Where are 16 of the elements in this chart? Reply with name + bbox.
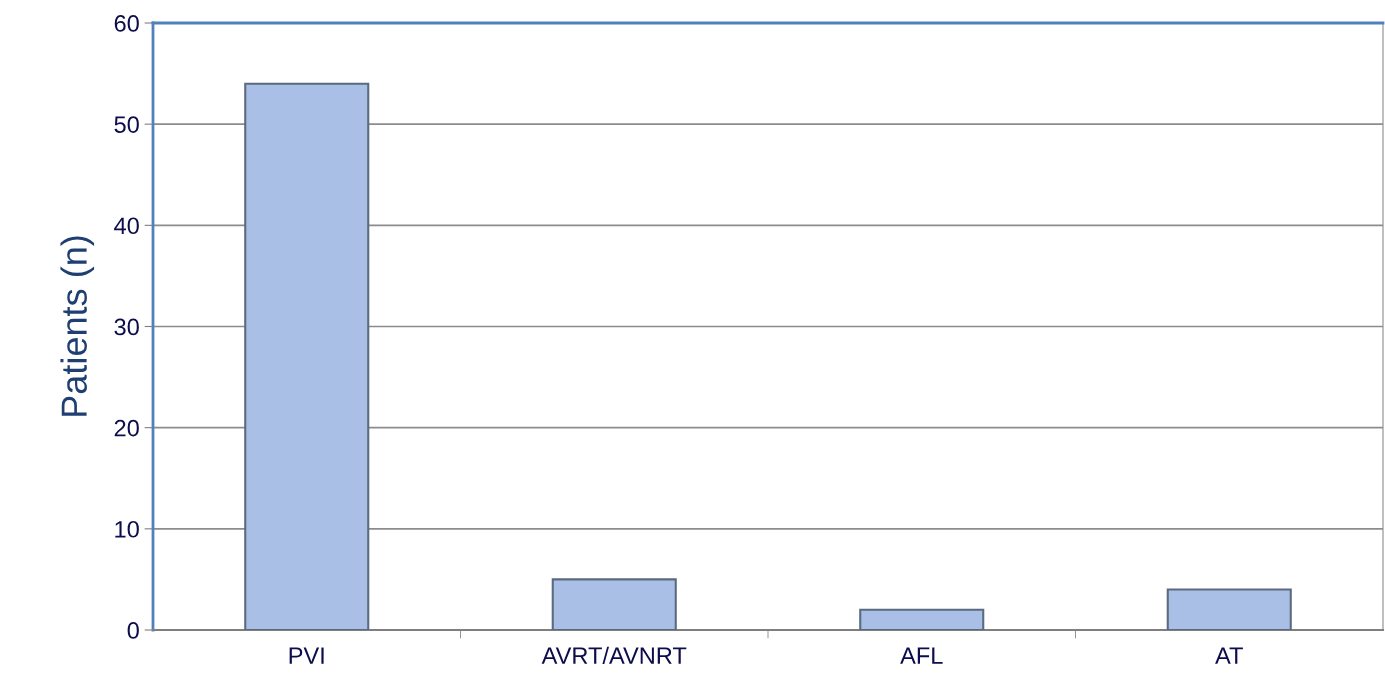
x-tick-label: AT <box>1215 647 1243 664</box>
x-tick-label: PVI <box>289 647 324 664</box>
y-tick-label: 50 <box>114 116 139 133</box>
x-tick-label: AVRT/AVNRT <box>541 646 687 665</box>
y-tick-label: 40 <box>114 217 139 235</box>
x-tick-label: AFL <box>900 647 943 664</box>
y-axis-title: Patients (n) <box>60 236 95 416</box>
bar <box>859 608 985 630</box>
bar <box>551 578 677 630</box>
bar <box>1166 588 1292 630</box>
y-tick-label: 10 <box>115 520 139 538</box>
y-tick-label: 60 <box>114 15 139 32</box>
y-tick-label: 30 <box>114 318 139 336</box>
y-tick-label: 20 <box>114 419 139 437</box>
y-tick-label: 0 <box>127 622 139 639</box>
bar <box>244 82 370 630</box>
